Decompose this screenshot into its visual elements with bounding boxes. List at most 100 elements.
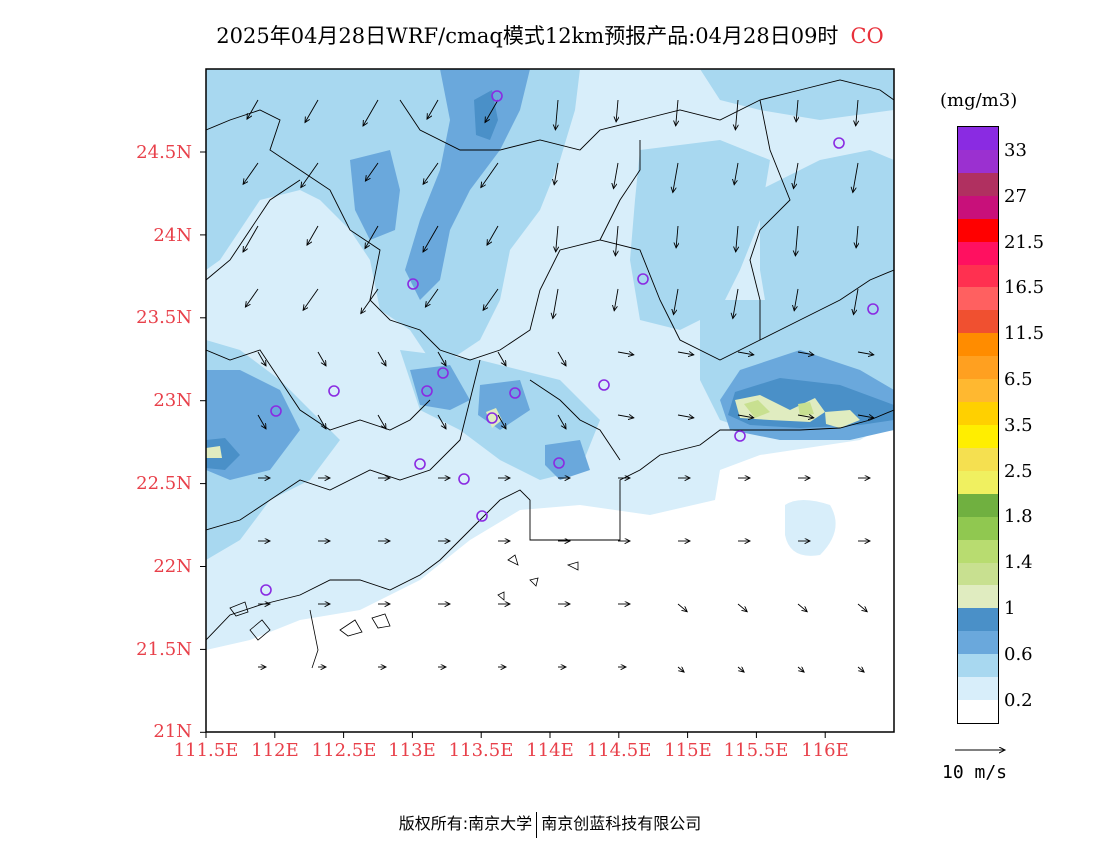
- colorbar-swatch: [958, 654, 998, 678]
- wind-arrow: [616, 99, 618, 122]
- lon-label: 113.5E: [448, 740, 514, 761]
- lon-label: 115.5E: [723, 740, 789, 761]
- field-0-8: [405, 69, 530, 300]
- wind-arrow: [737, 603, 747, 612]
- colorbar-swatch: [958, 493, 998, 517]
- colorbar-label: 3.5: [1004, 414, 1033, 436]
- colorbar-label: 0.6: [1004, 643, 1033, 665]
- wind-arrow: [614, 288, 619, 311]
- wind-arrow: [377, 351, 386, 366]
- wind-arrow: [423, 162, 439, 184]
- site-marker: [833, 137, 845, 149]
- field-0-6-c: [630, 140, 770, 330]
- site-marker: [328, 385, 340, 397]
- colorbar-label: 1.8: [1004, 506, 1033, 528]
- concentration-field: [206, 69, 894, 732]
- lon-label: 116E: [801, 740, 849, 761]
- wind-arrow: [553, 288, 559, 319]
- colorbar-swatch: [958, 218, 998, 242]
- province-line-7: [749, 99, 791, 340]
- colorbar-label: 0.2: [1004, 689, 1033, 711]
- wind-arrow: [676, 225, 678, 248]
- province-line-4: [206, 359, 481, 531]
- field-1-4-b: [798, 402, 814, 416]
- wind-arrow: [423, 225, 439, 252]
- colorbar-swatch: [958, 310, 998, 334]
- province-line-8: [206, 349, 431, 431]
- site-marker: [476, 510, 488, 522]
- lat-label: 24N: [153, 225, 192, 246]
- lat-label: 21N: [153, 721, 192, 742]
- site-marker: [486, 412, 498, 424]
- colorbar-swatch: [958, 585, 998, 609]
- site-marker: [421, 385, 433, 397]
- province-line-6: [599, 140, 641, 241]
- title-species: CO: [850, 24, 884, 48]
- wind-arrow: [243, 225, 259, 252]
- axis-ticks: [200, 151, 826, 738]
- colorbar-swatch: [958, 424, 998, 448]
- lon-label: 115E: [664, 740, 712, 761]
- wind-arrow: [305, 99, 319, 123]
- wind-arrow: [796, 99, 798, 122]
- lon-label: 112.5E: [311, 740, 377, 761]
- colorbar-swatch: [958, 677, 998, 701]
- site-marker: [734, 430, 746, 442]
- wind-arrow: [365, 225, 379, 249]
- colorbar-swatch: [958, 264, 998, 288]
- lon-label: 114.5E: [586, 740, 652, 761]
- wind-arrow: [673, 162, 679, 193]
- footer-separator: [536, 811, 538, 838]
- wind-arrow: [794, 288, 799, 311]
- wind-arrow: [677, 352, 694, 355]
- lat-label: 21.5N: [136, 639, 192, 660]
- field-1-0-c: [206, 438, 240, 470]
- lat-label: 23.5N: [136, 307, 192, 328]
- colorbar-label: 2.5: [1004, 460, 1033, 482]
- wind-arrow: [301, 162, 319, 188]
- title-text: 2025年04月28日WRF/cmaq模式12km预报产品:04月28日09时: [216, 24, 839, 48]
- wind-arrow: [557, 351, 566, 366]
- lat-label: 22N: [153, 556, 192, 577]
- footer-left: 版权所有:南京大学: [398, 814, 533, 833]
- wind-arrow: [307, 225, 319, 245]
- site-marker: [509, 387, 521, 399]
- wind-arrow: [856, 99, 858, 126]
- wind-arrow: [617, 415, 634, 418]
- monitoring-sites: [260, 90, 879, 596]
- field-0-8-d: [410, 365, 470, 410]
- lat-label: 22.5N: [136, 473, 192, 494]
- site-marker: [414, 458, 426, 470]
- province-line-5: [529, 379, 621, 461]
- wind-arrow: [857, 415, 874, 418]
- colorbar-swatch: [958, 539, 998, 563]
- wind-arrow: [257, 414, 266, 429]
- colorbar-swatch: [958, 700, 998, 723]
- wind-arrow: [554, 162, 559, 185]
- wind-arrow: [557, 414, 566, 429]
- coastline: [206, 409, 894, 641]
- lat-label: 24.5N: [136, 142, 192, 163]
- wind-arrow: [797, 352, 814, 355]
- wind-arrow: [425, 288, 439, 307]
- site-marker: [553, 457, 565, 469]
- site-marker: [867, 303, 879, 315]
- wind-arrow: [317, 351, 326, 366]
- site-marker: [407, 278, 419, 290]
- wind-arrow: [483, 288, 499, 310]
- wind-arrow: [735, 99, 738, 130]
- colorbar-label: 27: [1004, 185, 1027, 207]
- wind-arrow: [736, 225, 738, 252]
- wind-arrow: [247, 99, 259, 119]
- colorbar-label: 21.5: [1004, 231, 1045, 253]
- wind-arrow: [497, 414, 506, 429]
- field-1-4: [744, 400, 770, 418]
- colorbar-swatch: [958, 287, 998, 311]
- wind-arrow: [303, 288, 319, 310]
- wind-arrow: [795, 225, 798, 256]
- colorbar-swatch: [958, 172, 998, 196]
- wind-arrow: [365, 162, 379, 181]
- boundaries: [206, 79, 894, 641]
- lat-label: 23N: [153, 390, 192, 411]
